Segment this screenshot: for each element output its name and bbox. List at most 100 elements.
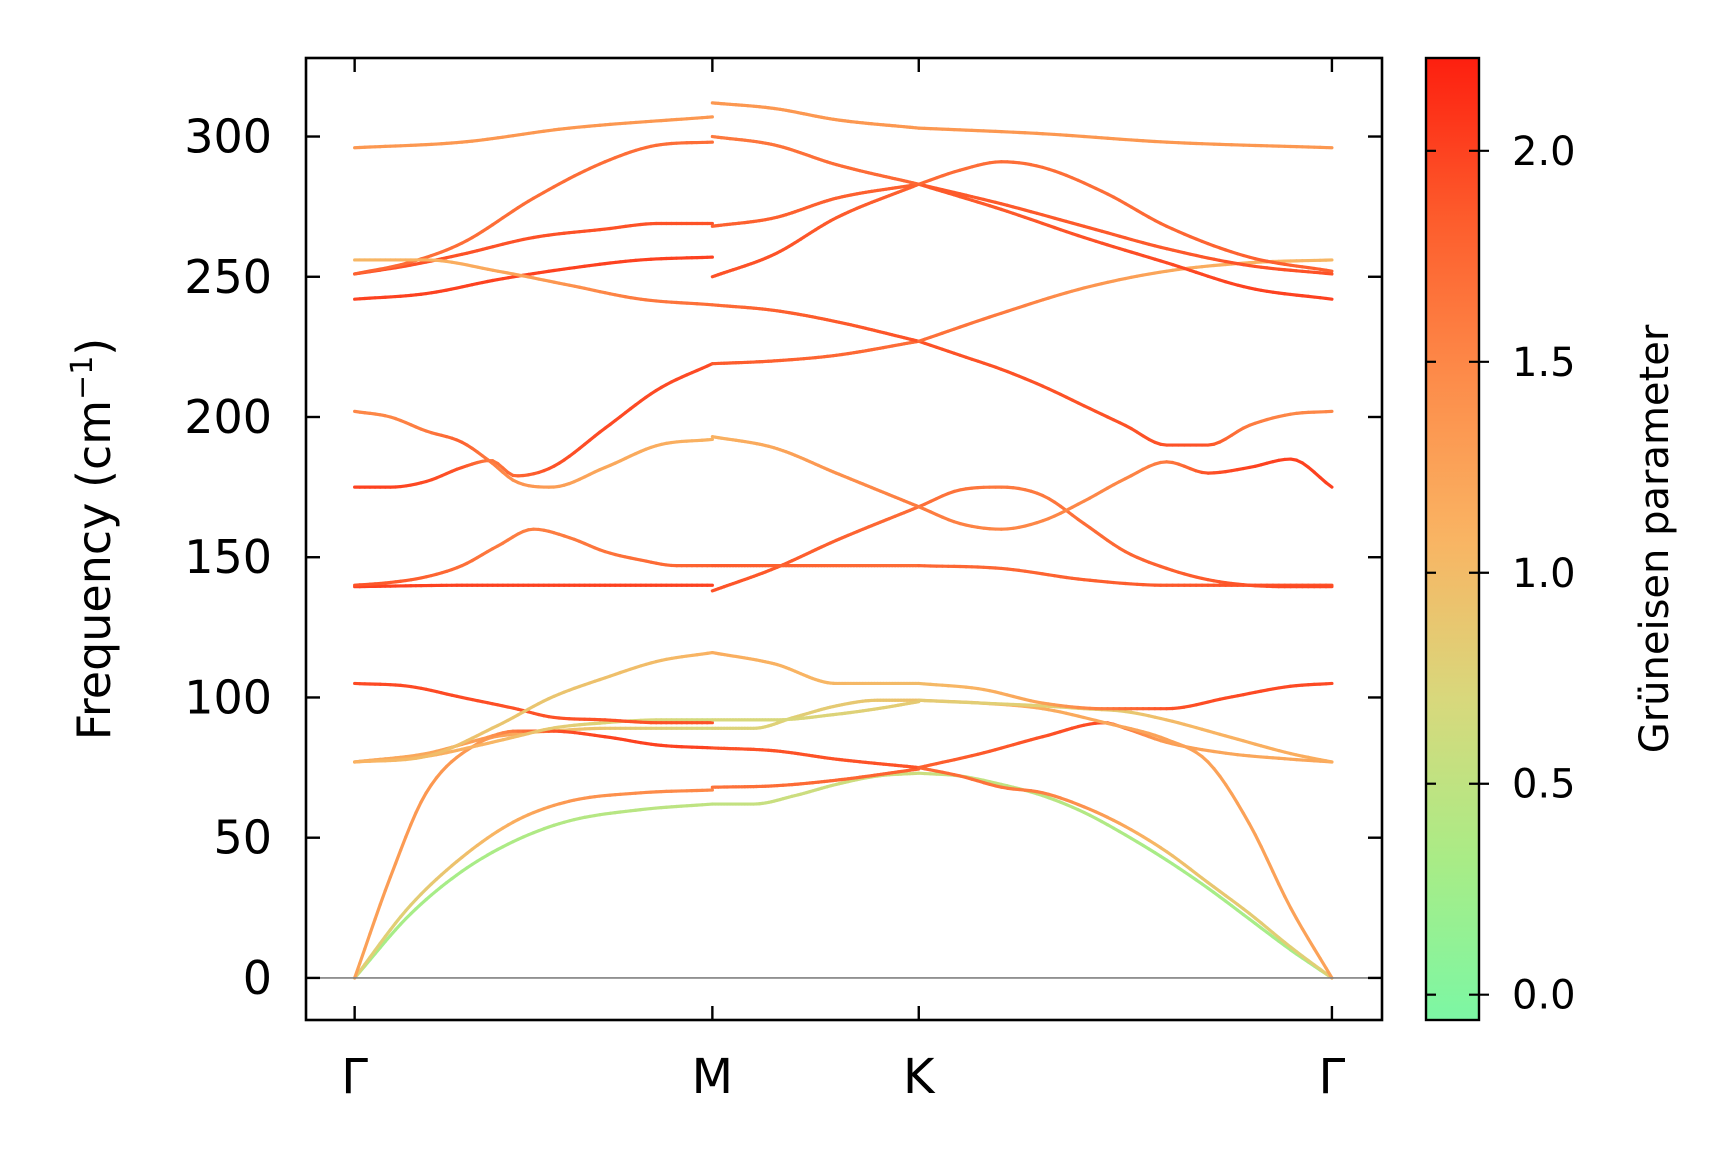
y-axis-title-unit-exponent: −1	[65, 356, 100, 400]
colorbar-tick-label: 0.0	[1512, 973, 1576, 1019]
band-segment	[1324, 268, 1334, 273]
phonon-band	[353, 788, 714, 980]
band-segment	[1288, 906, 1299, 921]
band-segment	[404, 822, 413, 839]
band-segment	[1312, 947, 1322, 960]
band-segment	[1259, 844, 1269, 861]
band-segment	[373, 902, 382, 921]
band-segment	[1271, 869, 1281, 886]
phonon-band	[353, 802, 714, 980]
colorbar-ticks: 0.0 0.5 1.0 1.5 2.0	[1426, 129, 1576, 1019]
phonon-band	[917, 765, 1334, 980]
phonon-band	[917, 160, 1334, 273]
phonon-band	[917, 698, 1334, 764]
band-segment	[388, 862, 398, 879]
y-tick-label: 50	[213, 811, 272, 865]
phonon-band	[353, 650, 714, 764]
band-segment	[419, 791, 428, 804]
phonon-band	[917, 721, 1334, 770]
phonon-band	[917, 681, 1334, 711]
band-segment	[1247, 822, 1257, 837]
phonon-band	[710, 435, 921, 509]
band-segment	[393, 848, 403, 866]
band-segment	[1318, 956, 1328, 970]
high-symmetry-lines	[712, 58, 918, 1020]
phonon-band	[710, 182, 921, 228]
phonon-band	[710, 303, 921, 343]
band-segment	[399, 835, 408, 852]
plot-area: 0 50 100 150 200 250 300 Γ M K Γ	[184, 56, 1384, 1105]
colorbar-tick-label: 1.0	[1512, 551, 1576, 597]
band-segment	[1300, 927, 1310, 941]
y-axis-title-close-paren: )	[67, 338, 121, 356]
y-tick-label: 200	[184, 390, 272, 444]
colorbar-tick-label: 1.5	[1512, 340, 1576, 386]
phonon-band	[710, 767, 921, 789]
band-segment	[1306, 937, 1316, 951]
phonon-band	[353, 527, 714, 587]
band-lines	[353, 101, 1334, 980]
x-tick-label: Γ	[1319, 1049, 1346, 1105]
colorbar-title: Grüneisen parameter	[1632, 324, 1678, 753]
band-segment	[363, 932, 372, 951]
y-tick-label: 300	[184, 110, 272, 164]
colorbar: 0.0 0.5 1.0 1.5 2.0 Grüneisen parameter	[1424, 56, 1678, 1022]
band-segment	[1241, 811, 1251, 826]
band-segment	[1324, 271, 1334, 276]
phonon-band	[353, 258, 714, 307]
phonon-band	[917, 771, 1334, 980]
phonon-band	[353, 362, 714, 489]
plot-frame	[304, 56, 1384, 1022]
y-tick-label: 150	[184, 530, 272, 584]
phonon-band	[917, 258, 1334, 343]
colorbar-gradient	[1424, 56, 1481, 1022]
phonon-band	[917, 457, 1334, 531]
band-segment	[353, 961, 362, 980]
phonon-band	[710, 134, 921, 186]
band-segment	[368, 917, 377, 936]
band-segment	[1324, 759, 1334, 764]
y-tick-label: 100	[184, 670, 272, 724]
band-segment	[1283, 894, 1293, 910]
phonon-band	[353, 726, 714, 980]
band-segment	[1218, 774, 1228, 787]
phonon-band	[917, 126, 1334, 150]
band-segment	[409, 811, 418, 827]
phonon-band	[353, 221, 714, 276]
y-tick-label: 250	[184, 250, 272, 304]
band-segment	[1277, 882, 1287, 898]
phonon-band	[917, 182, 1334, 276]
phonon-band	[353, 681, 714, 725]
phonon-band	[710, 182, 921, 279]
y-axis-title-text: Frequency (cm	[67, 400, 121, 740]
phonon-band	[917, 182, 1334, 301]
band-segment	[1253, 833, 1263, 849]
phonon-band	[710, 700, 921, 722]
x-tick-label: K	[903, 1049, 936, 1105]
colorbar-tick-label: 0.5	[1512, 762, 1576, 808]
band-segment	[383, 875, 393, 893]
band-segment	[1235, 801, 1245, 815]
band-segment	[414, 800, 423, 815]
band-segment	[1224, 782, 1234, 796]
phonon-band	[917, 485, 1334, 589]
band-segment	[358, 946, 367, 965]
band-segment	[1265, 857, 1275, 874]
phonon-band	[710, 339, 921, 366]
phonon-band	[917, 564, 1334, 587]
phonon-band	[353, 140, 714, 276]
band-segment	[1324, 966, 1334, 980]
band-segment	[1324, 481, 1334, 489]
y-axis-title: Frequency (cm−1)	[65, 338, 121, 741]
phonon-band	[917, 339, 1334, 447]
phonon-band	[710, 746, 921, 770]
phonon-band	[353, 583, 714, 589]
phonon-band	[710, 650, 921, 686]
x-tick-label: M	[692, 1049, 733, 1105]
band-segment	[378, 888, 387, 907]
band-segment	[1294, 916, 1305, 931]
phonon-band	[353, 115, 714, 150]
phonon-band	[353, 409, 714, 489]
